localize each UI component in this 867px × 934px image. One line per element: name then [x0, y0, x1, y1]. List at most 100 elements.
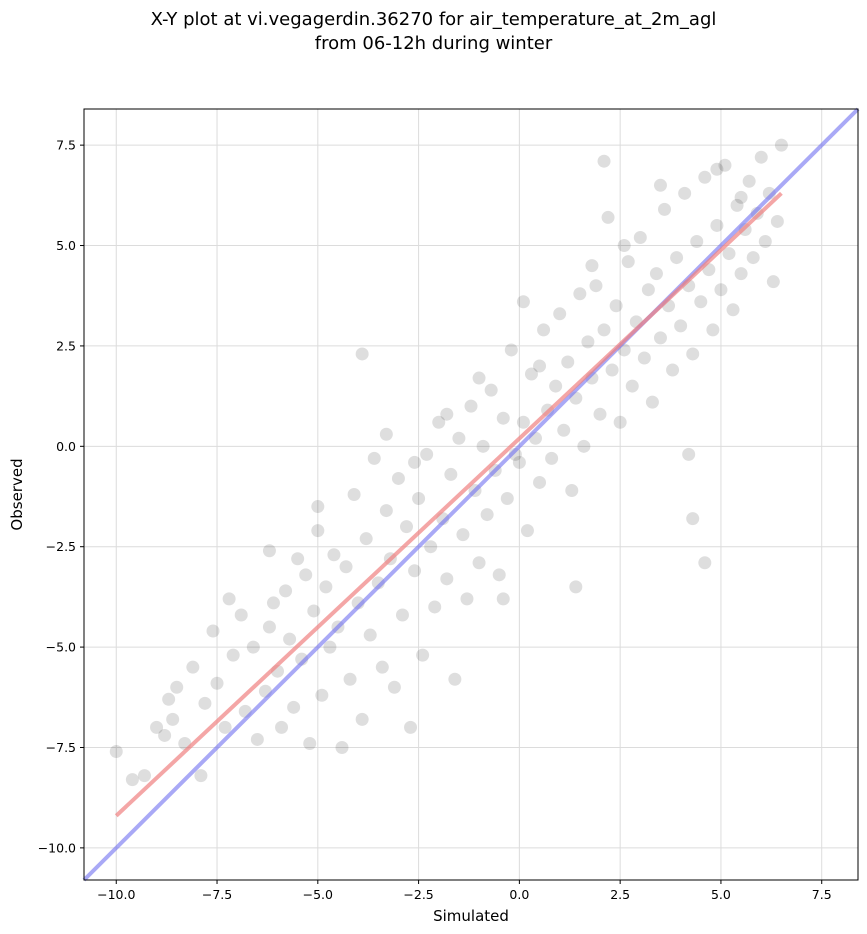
- scatter-point: [266, 596, 280, 610]
- scatter-point: [734, 190, 748, 204]
- scatter-point: [561, 355, 575, 369]
- scatter-point: [472, 556, 486, 570]
- scatter-point: [262, 544, 276, 558]
- scatter-point: [186, 660, 200, 674]
- scatter-point: [109, 745, 123, 758]
- scatter-point: [766, 275, 780, 289]
- scatter-point: [754, 150, 768, 164]
- x-tick-label: −7.5: [202, 887, 232, 902]
- scatter-point: [363, 628, 377, 642]
- scatter-point: [758, 235, 772, 249]
- scatter-point: [283, 632, 297, 646]
- scatter-point: [698, 556, 712, 570]
- scatter-point: [637, 351, 651, 365]
- x-tick-label: −2.5: [403, 887, 433, 902]
- scatter-point: [553, 307, 567, 321]
- scatter-point: [690, 235, 704, 249]
- scatter-point: [742, 174, 756, 188]
- chart-title-line-1: X-Y plot at vi.vegagerdin.36270 for air_…: [150, 9, 717, 30]
- scatter-point: [549, 379, 563, 393]
- scatter-point: [404, 720, 418, 734]
- scatter-point: [658, 202, 671, 216]
- scatter-point: [379, 504, 393, 518]
- scatter-point: [524, 367, 538, 381]
- scatter-point: [315, 688, 329, 702]
- scatter-point: [480, 508, 494, 522]
- scatter-point: [694, 295, 708, 309]
- scatter-point: [307, 604, 321, 618]
- scatter-point: [516, 295, 530, 309]
- chart-title: X-Y plot at vi.vegagerdin.36270 for air_…: [0, 8, 867, 56]
- scatter-point: [158, 728, 172, 742]
- scatter-point: [327, 548, 341, 562]
- scatter-point: [464, 399, 478, 413]
- scatter-point: [593, 407, 607, 421]
- scatter-point: [605, 363, 619, 377]
- identity-line: [82, 107, 860, 882]
- scatter-point: [746, 251, 760, 265]
- scatter-point: [125, 773, 139, 787]
- scatter-point: [613, 415, 627, 429]
- gridlines: [84, 109, 858, 880]
- y-tick-label: −7.5: [46, 740, 76, 755]
- scatter-point: [533, 359, 547, 373]
- scatter-point: [343, 672, 357, 686]
- y-tick-label: 7.5: [56, 138, 76, 153]
- scatter-point: [625, 379, 639, 393]
- scatter-point: [641, 283, 655, 297]
- scatter-point: [609, 299, 623, 313]
- x-tick-label: 7.5: [812, 887, 832, 902]
- scatter-point: [537, 323, 551, 337]
- y-axis-label: Observed: [8, 458, 26, 530]
- scatter-point: [710, 218, 724, 232]
- scatter-point: [472, 371, 486, 385]
- scatter-point: [710, 162, 724, 176]
- scatter-point: [670, 251, 684, 265]
- scatter-point: [617, 239, 631, 253]
- scatter-point: [476, 439, 490, 453]
- scatter-point: [686, 347, 700, 361]
- scatter-point: [734, 267, 748, 281]
- scatter-point: [577, 439, 591, 453]
- scatter-point: [218, 720, 232, 734]
- scatter-point: [444, 467, 458, 481]
- scatter-point: [424, 540, 438, 554]
- scatter-point: [484, 383, 498, 397]
- scatter-point: [557, 423, 571, 437]
- reference-lines: [82, 107, 860, 882]
- scatter-point: [512, 455, 526, 469]
- scatter-point: [323, 640, 337, 654]
- x-tick-label: −10.0: [97, 887, 135, 902]
- scatter-point: [448, 672, 462, 686]
- scatter-point: [500, 492, 514, 506]
- scatter-point: [387, 680, 401, 694]
- scatter-point: [412, 492, 426, 506]
- scatter-point: [262, 620, 276, 634]
- scatter-point: [774, 138, 788, 152]
- scatter-point: [194, 769, 208, 783]
- scatter-point: [682, 447, 696, 461]
- y-tick-label: −10.0: [38, 840, 76, 855]
- scatter-point: [645, 395, 659, 409]
- scatter-points: [109, 138, 788, 787]
- scatter-point: [520, 524, 534, 538]
- scatter-point: [222, 592, 236, 606]
- scatter-point: [440, 572, 454, 586]
- scatter-point: [206, 624, 220, 638]
- scatter-point: [666, 363, 680, 377]
- scatter-point: [585, 259, 599, 273]
- scatter-point: [416, 648, 430, 662]
- scatter-point: [770, 214, 784, 228]
- plot-area-frame: [83, 108, 859, 881]
- scatter-point: [291, 552, 305, 566]
- y-tick-label: 5.0: [56, 238, 76, 253]
- scatter-point: [601, 210, 615, 224]
- scatter-point: [516, 415, 530, 429]
- y-tick-label: 0.0: [56, 439, 76, 454]
- scatter-point: [653, 178, 667, 192]
- scatter-point: [496, 411, 510, 425]
- scatter-point: [210, 676, 224, 690]
- scatter-point: [589, 279, 603, 293]
- scatter-point: [246, 640, 260, 654]
- scatter-point: [379, 427, 393, 441]
